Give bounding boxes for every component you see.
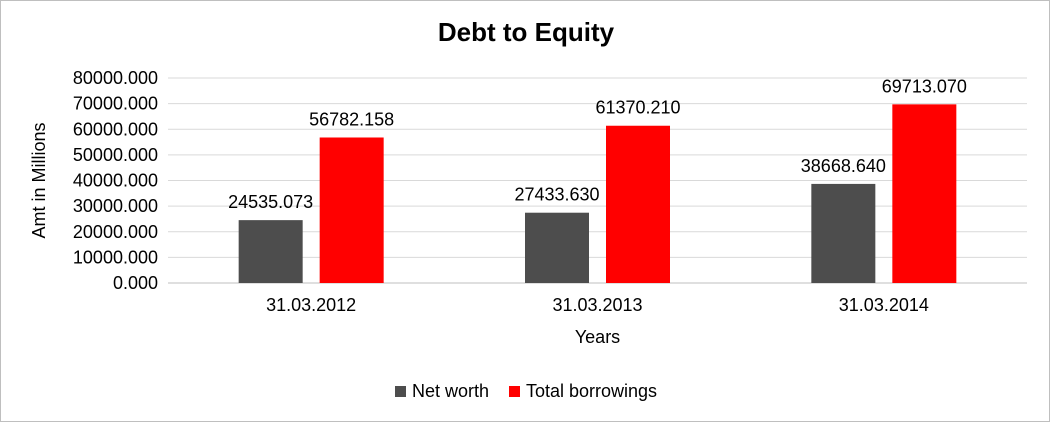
legend-item-net-worth[interactable]: Net worth (394, 381, 489, 402)
data-label: 38668.640 (801, 156, 886, 176)
y-tick-label: 70000.000 (73, 94, 158, 114)
y-tick-label: 50000.000 (73, 145, 158, 165)
bar-net-worth[interactable] (811, 183, 876, 283)
data-label: 69713.070 (882, 76, 967, 96)
data-label: 24535.073 (228, 192, 313, 212)
y-tick-label: 0.000 (113, 273, 158, 293)
bar-net-worth[interactable] (525, 212, 589, 283)
data-label: 61370.210 (595, 98, 680, 118)
y-tick-label: 10000.000 (73, 247, 158, 267)
x-tick-label: 31.03.2012 (266, 295, 356, 315)
y-tick-label: 40000.000 (73, 171, 158, 191)
x-axis-title: Years (575, 327, 620, 347)
data-label: 27433.630 (514, 185, 599, 205)
legend-item-total-borrowings[interactable]: Total borrowings (508, 381, 658, 402)
y-tick-label: 30000.000 (73, 196, 158, 216)
x-tick-label: 31.03.2014 (839, 295, 929, 315)
data-label: 56782.158 (309, 109, 394, 129)
bar-total-borrowings[interactable] (319, 137, 384, 283)
legend-label-total-borrowings: Total borrowings (525, 381, 658, 401)
legend-swatch-total-borrowings (508, 386, 520, 397)
x-axis-ticks: 31.03.2012 31.03.2013 31.03.2014 (266, 295, 929, 315)
bars (238, 104, 957, 284)
data-labels: 24535.073 56782.158 27433.630 61370.210 3866… (228, 76, 967, 212)
y-axis-title: Amt in Millions (29, 122, 49, 238)
legend-swatch-net-worth (394, 386, 406, 397)
chart-title: Debt to Equity (437, 17, 615, 47)
bar-total-borrowings[interactable] (606, 125, 670, 284)
y-tick-label: 20000.000 (73, 222, 158, 242)
legend-label-net-worth: Net worth (411, 381, 489, 401)
y-tick-label: 80000.000 (73, 68, 158, 88)
bar-total-borrowings[interactable] (892, 104, 957, 283)
y-axis-ticks: 0.000 10000.000 20000.000 30000.000 40000.00… (73, 68, 158, 293)
gridlines (168, 77, 1027, 284)
bar-net-worth[interactable] (238, 220, 303, 283)
legend: Net worth Total borrowings (1, 381, 1050, 402)
x-tick-label: 31.03.2013 (552, 295, 642, 315)
y-tick-label: 60000.000 (73, 119, 158, 139)
